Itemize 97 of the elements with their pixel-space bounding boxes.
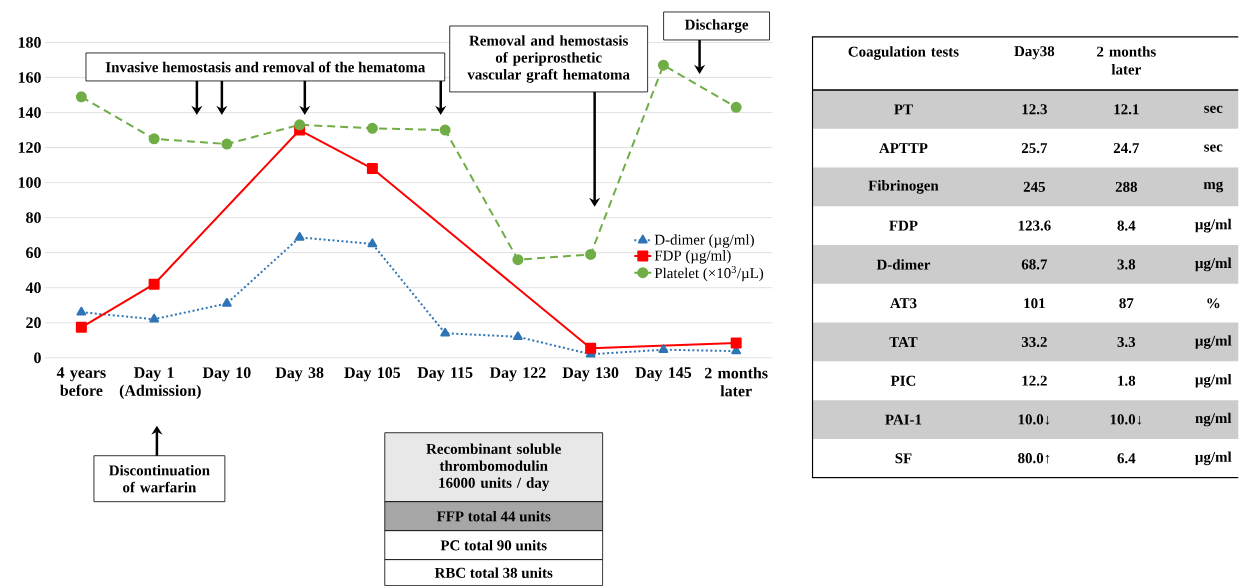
point: [294, 119, 306, 131]
point: [76, 306, 87, 316]
category-label: Coagulation tests: [848, 46, 959, 60]
category-label: APTTP: [879, 143, 928, 154]
text: mg: [1203, 181, 1224, 193]
text: 10.0↓: [1110, 414, 1142, 425]
category-label: PT: [894, 104, 913, 115]
point: [657, 59, 669, 71]
text: PC total 90 units: [440, 539, 547, 551]
point: [149, 313, 160, 323]
point: [585, 342, 597, 354]
point: [366, 163, 378, 175]
y-tick-label: 120: [18, 142, 41, 153]
text: Discontinuation of warfarin: [109, 464, 210, 493]
category-label: Day38: [1014, 46, 1055, 60]
category-label: PIC: [890, 375, 916, 386]
y-tick-label: 80: [26, 212, 41, 223]
point: [221, 297, 232, 307]
text: 3.3: [1117, 336, 1136, 348]
category-label: D-dimer: [876, 259, 931, 270]
x-tick-label: Day 130: [562, 367, 619, 382]
text: sec: [1204, 105, 1223, 113]
point: [730, 337, 742, 349]
text: µg/ml: [1195, 335, 1232, 349]
text: 123.6: [1018, 220, 1051, 231]
legend-label: D-dimer (µg/ml): [654, 234, 754, 248]
text: 12.3: [1022, 104, 1047, 115]
x-tick-label: Day 38: [275, 367, 324, 382]
annotation: Removal and hemostasis of periprosthetic vascular graft hematoma: [467, 35, 630, 83]
y-tick-label: 180: [18, 37, 41, 48]
text: 10.0↓: [1018, 414, 1050, 425]
category-label: AT3: [890, 298, 917, 309]
text: RBC total 38 units: [434, 567, 553, 578]
x-tick-label: Day 10: [202, 367, 251, 382]
x-tick-label: Day 122: [489, 367, 546, 382]
point: [367, 238, 378, 248]
point: [221, 138, 233, 150]
x-tick-label: Day 145: [635, 367, 692, 382]
text: µg/ml: [1195, 451, 1232, 466]
text: 87: [1119, 298, 1134, 309]
text: 6.4: [1117, 453, 1136, 464]
legend-label: Platelet (×10$^{3}$/µL): [654, 265, 764, 282]
text: 12.2: [1022, 375, 1047, 386]
annotation: Invasive hemostasis and removal of the hematoma: [105, 61, 426, 73]
category-label: FDP: [889, 220, 918, 231]
text: 1.8: [1118, 375, 1136, 386]
category-label: TAT: [889, 337, 918, 347]
point: [148, 133, 160, 145]
point: [658, 344, 669, 353]
text: 80.0↑: [1018, 453, 1050, 464]
x-tick-label: Day 115: [417, 367, 473, 382]
category-label: Fibrinogen: [868, 180, 939, 194]
text: 33.2: [1021, 336, 1047, 348]
text: 8.4: [1117, 220, 1136, 231]
text: 25.7: [1021, 143, 1048, 154]
text: 3.8: [1117, 259, 1136, 270]
y-tick-label: 20: [26, 317, 41, 329]
point: [148, 278, 160, 290]
point: [75, 321, 87, 333]
text: Discharge: [684, 19, 749, 33]
y-tick-label: 60: [26, 247, 41, 259]
point: [513, 331, 523, 340]
text: ng/ml: [1195, 412, 1232, 427]
text: 245: [1023, 181, 1046, 192]
point: [512, 254, 524, 266]
point: [585, 248, 597, 260]
point: [75, 91, 87, 103]
category-label: SF: [895, 453, 912, 464]
text: FFP total 44 units: [436, 510, 551, 522]
x-tick-label: 4 years before: [56, 367, 106, 396]
point: [730, 101, 742, 113]
category-label: 2 months later: [1097, 46, 1156, 75]
legend-label: FDP (µg/ml): [654, 250, 731, 264]
text: %: [1207, 298, 1220, 309]
text: 24.7: [1113, 143, 1140, 154]
y-tick-label: 160: [18, 72, 41, 83]
point: [439, 124, 451, 136]
text: Recombinant soluble thrombomodulin 16000 units / day: [426, 443, 561, 491]
y-tick-label: 140: [18, 107, 41, 118]
text: µg/ml: [1195, 218, 1232, 233]
y-tick-label: 0: [34, 352, 41, 364]
text: µg/ml: [1195, 373, 1232, 388]
category-label: PAI-1: [885, 414, 922, 425]
point: [366, 122, 378, 134]
point: [294, 231, 305, 241]
y-tick-label: 100: [18, 177, 41, 188]
text: 68.7: [1021, 259, 1048, 270]
y-tick-label: 40: [25, 282, 41, 294]
point: [440, 327, 451, 337]
text: µg/ml: [1195, 257, 1232, 272]
x-tick-label: 2 months later: [704, 367, 768, 397]
text: 288: [1115, 181, 1138, 192]
text: 101: [1024, 298, 1045, 309]
x-tick-label: Day 1 (Admission): [119, 367, 201, 400]
text: 12.1: [1114, 104, 1139, 115]
x-tick-label: Day 105: [344, 367, 401, 382]
text: sec: [1204, 144, 1223, 152]
